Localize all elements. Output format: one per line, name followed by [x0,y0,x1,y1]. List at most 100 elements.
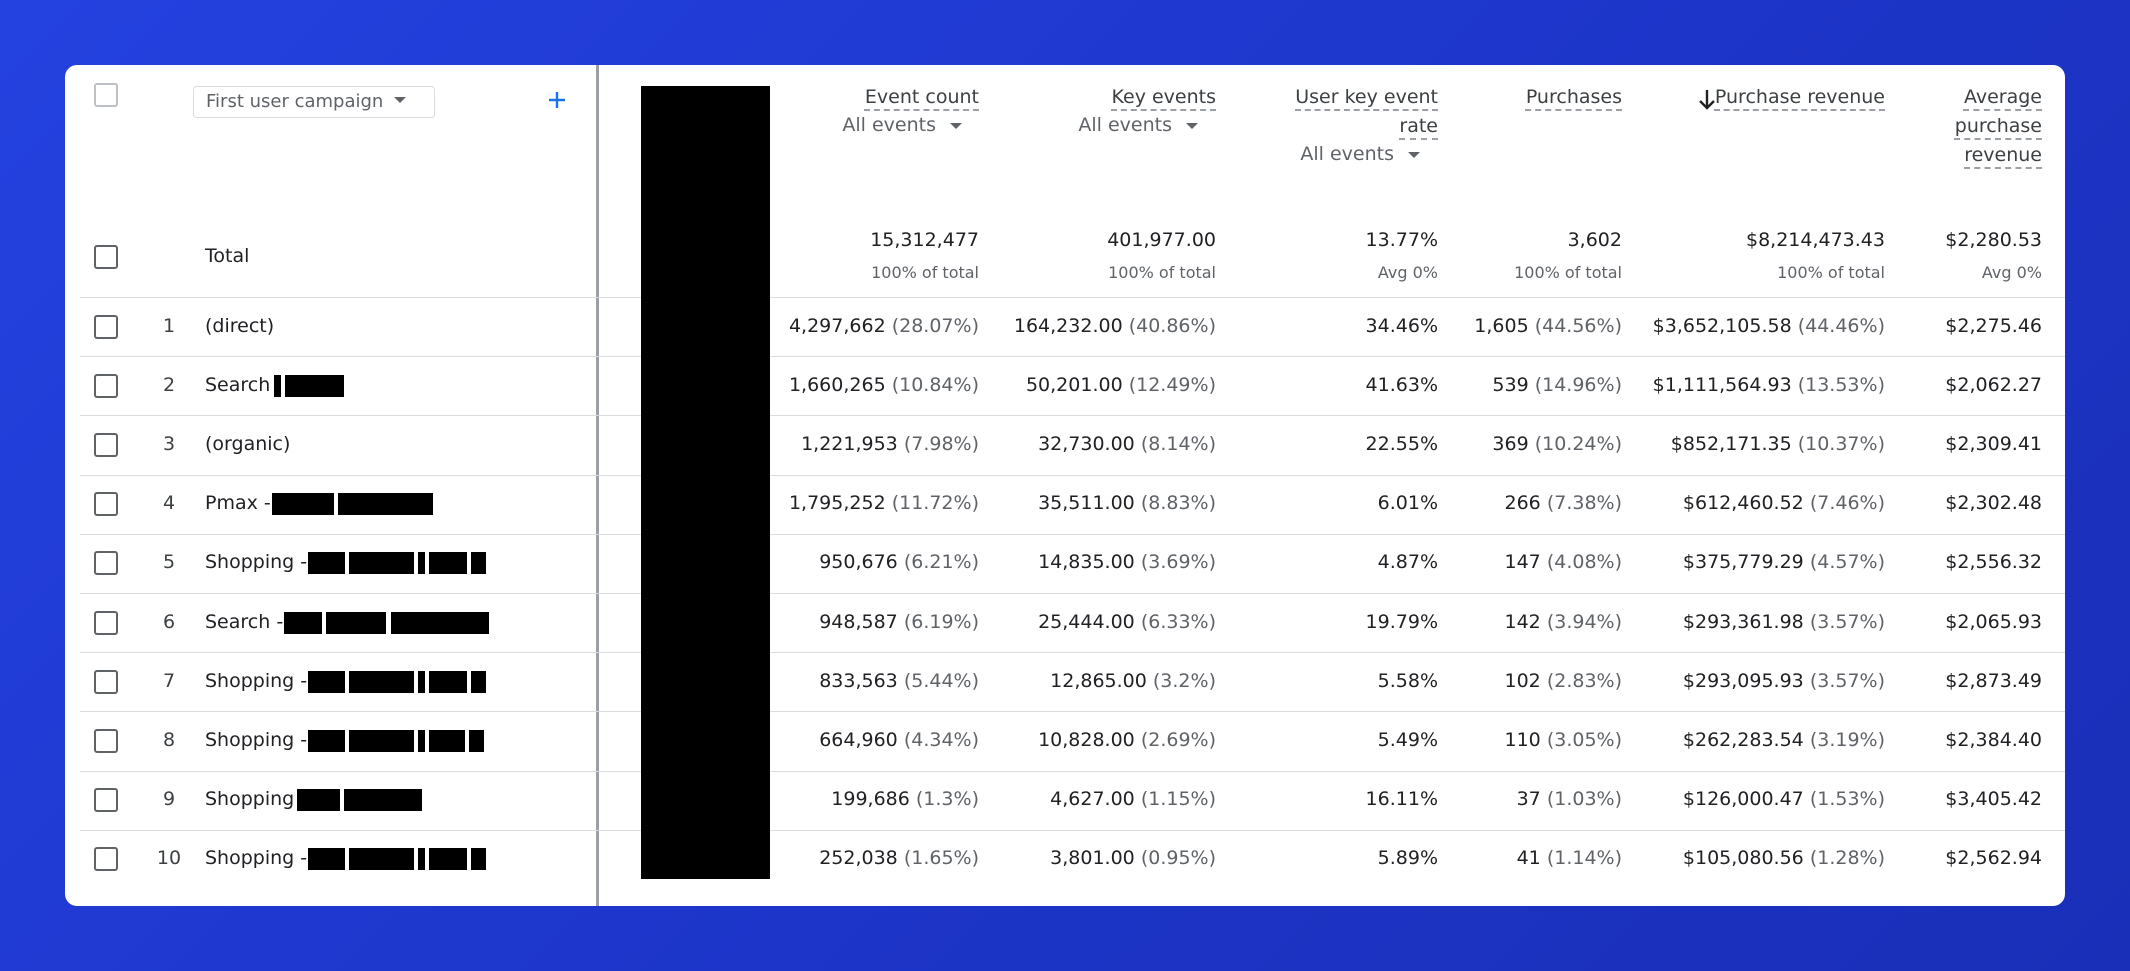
row-checkbox[interactable] [94,847,118,872]
column-title: Purchase revenue [1714,86,1885,108]
cell-main: 948,587 [819,610,898,633]
cell-percent: (3.94%) [1546,610,1622,633]
cell-main: 142 [1504,610,1541,633]
row-index: 8 [162,729,176,751]
redacted-text [418,730,426,752]
total-value: 3,602 [1567,229,1622,251]
row-checkbox[interactable] [94,788,118,813]
column-header: Key events [1016,83,1217,112]
redacted-text [418,848,426,871]
redacted-text [471,848,487,871]
row-checkbox[interactable] [94,492,118,517]
redacted-text [308,730,346,752]
cell-value: 10,828.00 (2.69%) [816,729,1216,751]
cell-value: $126,000.47 (1.53%) [1485,788,1885,810]
cell-value: 14,835.00 (3.69%) [816,551,1216,573]
row-checkbox[interactable] [94,551,118,576]
campaign-name: Search [205,373,271,396]
cell-percent: (4.57%) [1809,551,1885,574]
row-separator [80,770,2065,772]
cell-main: 50,201.00 [1025,373,1123,396]
cell-value: $3,652,105.58 (44.46%) [1485,315,1885,337]
cell-value: $2,562.94 [1642,847,2042,869]
dimension-selector[interactable]: First user campaign [193,86,435,118]
cell-value: $2,384.40 [1642,729,2042,751]
cell-main: 6.01% [1377,492,1438,515]
column-title: Purchases [1525,86,1622,108]
dropdown-caret [1408,151,1420,158]
redacted-text [271,493,335,516]
cell-value: 5.58% [1038,670,1438,692]
cell-percent: (13.53%) [1797,373,1885,396]
cell-main: 3,801.00 [1050,847,1135,870]
total-value: $8,214,473.43 [1745,229,1885,251]
cell-percent: (3.57%) [1809,610,1885,633]
cell-main: 37 [1516,788,1541,811]
cell-main: $2,384.40 [1945,729,2042,751]
row-separator [80,415,2065,417]
cell-main: $126,000.47 [1682,788,1804,811]
redacted-text [349,848,415,871]
cell-main: 1,660,265 [788,373,886,396]
row-checkbox[interactable] [94,669,118,694]
select-all-checkbox[interactable] [94,83,118,107]
cell-main: $2,302.48 [1945,492,2042,515]
cell-main: 147 [1504,551,1541,574]
cell-main: 34.46% [1365,314,1438,337]
cell-main: $293,361.98 [1682,610,1804,633]
add-dimension-button[interactable] [547,90,567,110]
cell-percent: (3.05%) [1546,729,1622,751]
total-note: 100% of total [1514,263,1622,282]
cell-percent: (1.15%) [1140,788,1216,811]
cell-value: $105,080.56 (1.28%) [1485,847,1885,869]
cell-value: 1,660,265 (10.84%) [579,374,979,396]
cell-percent: (7.98%) [903,433,979,455]
cell-main: 950,676 [819,551,898,574]
total-note: 100% of total [871,263,979,282]
row-checkbox[interactable] [94,433,118,457]
cell-main: 102 [1504,669,1541,692]
row-checkbox[interactable] [94,314,118,339]
row-checkbox[interactable] [94,729,118,753]
row-separator [80,533,2065,535]
cell-value: 5.89% [1038,847,1438,869]
cell-value: 147 (4.08%) [1222,551,1623,574]
row-separator [80,711,2065,713]
cell-value: 110 (3.05%) [1222,729,1623,751]
redacted-text [308,552,346,575]
cell-value: 369 (10.24%) [1222,433,1622,455]
metric-filter[interactable]: All events [1220,143,1420,165]
cell-main: 4,627.00 [1050,788,1135,811]
total-checkbox[interactable] [94,245,118,269]
metric-filter[interactable]: All events [998,114,1198,136]
total-value: 401,977.00 [1107,229,1216,251]
redacted-text [429,848,468,871]
cell-percent: (10.84%) [891,373,979,396]
cell-value: 32,730.00 (8.14%) [816,433,1216,455]
total-value: 15,312,477 [870,229,979,251]
cell-main: 664,960 [819,729,898,751]
row-separator [80,829,2065,831]
cell-percent: (44.56%) [1534,314,1622,337]
cell-percent: (10.37%) [1797,433,1885,455]
cell-main: $105,080.56 [1682,847,1804,870]
cell-main: 833,563 [819,669,898,692]
cell-value: 4,297,662 (28.07%) [579,315,979,337]
cell-main: $2,556.32 [1945,551,2042,574]
cell-main: 539 [1492,373,1529,396]
cell-value: 4,627.00 (1.15%) [816,788,1216,810]
cell-percent: (8.83%) [1140,492,1216,515]
cell-main: $262,283.54 [1682,729,1804,751]
cell-value: 35,511.00 (8.83%) [816,492,1216,514]
redacted-text [349,552,415,575]
row-separator [80,593,2065,594]
redacted-text [471,670,487,693]
row-checkbox[interactable] [94,373,118,398]
cell-percent: (6.19%) [903,610,979,633]
row-checkbox[interactable] [94,610,118,635]
cell-main: 41 [1516,847,1541,870]
cell-value: 22.55% [1038,433,1438,455]
column-title: User key event rate [1295,86,1438,137]
row-index: 6 [162,610,176,633]
metric-filter[interactable]: All events [762,114,962,136]
